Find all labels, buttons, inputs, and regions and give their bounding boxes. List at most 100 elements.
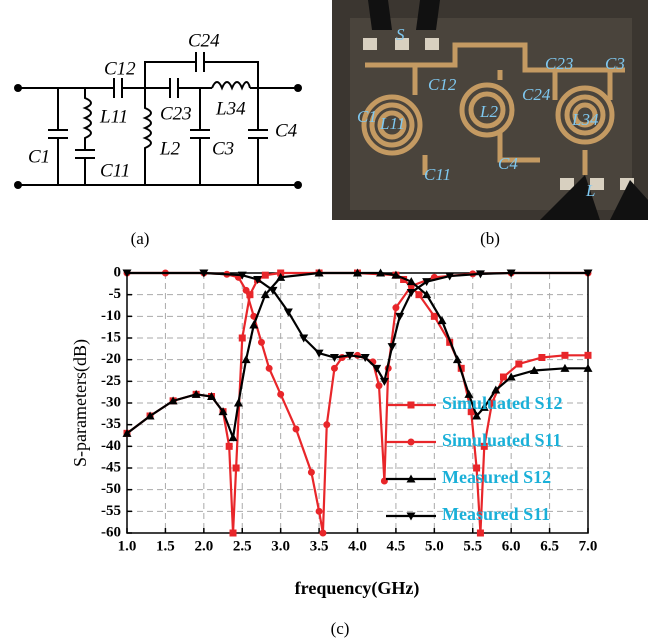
marker bbox=[473, 464, 481, 472]
marker bbox=[506, 269, 516, 278]
marker bbox=[315, 507, 323, 515]
marker bbox=[488, 399, 496, 407]
x-tick-label: 6.0 bbox=[502, 538, 521, 554]
marker bbox=[472, 411, 482, 420]
marker bbox=[437, 316, 447, 325]
legend-label: Simuluated S12 bbox=[442, 393, 563, 413]
legend-marker bbox=[406, 474, 416, 483]
x-tick-label: 2.5 bbox=[233, 538, 252, 554]
marker bbox=[283, 308, 293, 317]
marker bbox=[260, 290, 270, 299]
marker bbox=[452, 355, 462, 364]
marker bbox=[265, 364, 273, 372]
y-tick-label: -40 bbox=[101, 438, 121, 454]
marker bbox=[199, 269, 209, 278]
photo-label: L34 bbox=[571, 110, 599, 129]
marker bbox=[122, 269, 132, 278]
caption: (a) bbox=[131, 229, 150, 248]
x-tick-label: 1.0 bbox=[118, 538, 137, 554]
series-line bbox=[127, 271, 588, 534]
photo-label: S bbox=[396, 25, 405, 44]
marker bbox=[379, 377, 389, 386]
circuit-label: C24 bbox=[188, 30, 220, 51]
marker bbox=[276, 272, 286, 281]
marker bbox=[253, 276, 263, 284]
marker bbox=[406, 277, 416, 286]
x-tick-label: 5.5 bbox=[463, 538, 482, 554]
photo-label: L bbox=[585, 181, 595, 200]
legend-label: Measured S11 bbox=[442, 504, 550, 524]
marker bbox=[529, 366, 539, 374]
marker bbox=[329, 354, 339, 362]
photo-label: C11 bbox=[424, 165, 451, 184]
x-tick-label: 3.0 bbox=[271, 538, 290, 554]
marker bbox=[415, 291, 423, 299]
y-tick-label: -35 bbox=[101, 416, 121, 432]
y-tick-label: -50 bbox=[101, 481, 121, 497]
x-tick-label: 7.0 bbox=[579, 538, 598, 554]
marker bbox=[387, 343, 397, 352]
marker bbox=[515, 360, 523, 368]
y-tick-label: -5 bbox=[109, 286, 122, 302]
marker bbox=[277, 390, 285, 398]
marker bbox=[292, 425, 300, 433]
marker bbox=[191, 389, 201, 398]
y-tick-label: -45 bbox=[101, 459, 121, 475]
marker bbox=[225, 442, 233, 450]
marker bbox=[506, 372, 516, 381]
marker bbox=[406, 289, 416, 297]
legend-marker bbox=[407, 438, 415, 446]
marker bbox=[238, 334, 246, 342]
legend-marker bbox=[407, 401, 415, 409]
marker bbox=[145, 411, 155, 420]
marker bbox=[228, 433, 238, 442]
marker bbox=[392, 304, 400, 312]
marker bbox=[430, 312, 438, 320]
marker bbox=[229, 529, 237, 537]
marker bbox=[395, 312, 405, 321]
marker bbox=[207, 392, 217, 400]
marker bbox=[237, 271, 247, 280]
marker bbox=[583, 363, 593, 372]
legend-label: Simuluated S11 bbox=[442, 430, 562, 450]
marker bbox=[257, 338, 265, 346]
marker bbox=[491, 385, 501, 394]
marker bbox=[499, 373, 507, 381]
marker bbox=[391, 270, 401, 279]
circuit-label: C1 bbox=[28, 146, 50, 167]
x-tick-label: 5.0 bbox=[425, 538, 444, 554]
marker bbox=[268, 286, 278, 295]
photo-label: L11 bbox=[379, 114, 405, 133]
x-tick-label: 4.0 bbox=[348, 538, 367, 554]
series-line bbox=[126, 271, 588, 442]
y-tick-label: -10 bbox=[101, 308, 121, 324]
x-tick-label: 3.5 bbox=[310, 538, 329, 554]
marker bbox=[246, 291, 254, 299]
legend-marker bbox=[406, 512, 416, 521]
circuit-label: C12 bbox=[104, 58, 136, 79]
marker bbox=[314, 349, 324, 358]
marker bbox=[261, 271, 269, 279]
marker bbox=[360, 354, 370, 362]
marker bbox=[479, 402, 489, 411]
circuit-label: C3 bbox=[212, 138, 234, 159]
marker bbox=[445, 272, 455, 281]
circuit-label: L11 bbox=[99, 106, 128, 127]
marker bbox=[218, 407, 228, 416]
y-tick-label: -15 bbox=[101, 329, 121, 345]
y-tick-label: -20 bbox=[101, 351, 121, 367]
x-tick-label: 1.5 bbox=[156, 538, 175, 554]
photo-label: C4 bbox=[498, 154, 518, 173]
y-tick-label: 0 bbox=[114, 264, 122, 280]
marker bbox=[376, 268, 386, 277]
photo-label: L2 bbox=[479, 102, 498, 121]
photo bbox=[332, 0, 648, 220]
circuit-label: L2 bbox=[159, 138, 181, 159]
photo-label: C1 bbox=[357, 107, 377, 126]
x-tick-label: 6.5 bbox=[540, 538, 559, 554]
marker bbox=[353, 268, 362, 277]
marker bbox=[561, 351, 569, 359]
caption: (c) bbox=[331, 619, 350, 638]
marker bbox=[538, 354, 546, 361]
